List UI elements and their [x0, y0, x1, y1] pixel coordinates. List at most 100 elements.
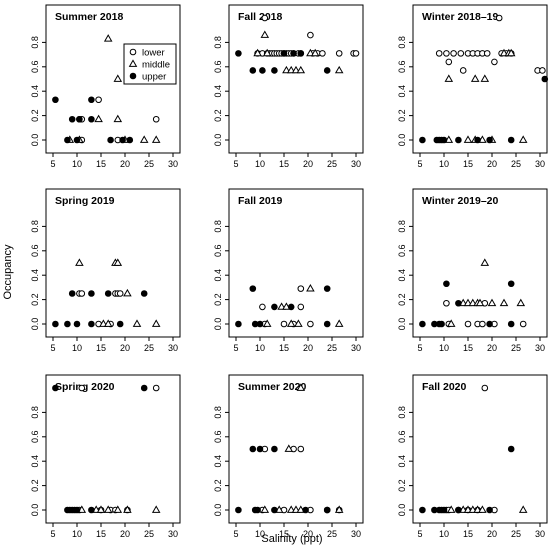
x-tick-label: 10 — [72, 529, 82, 539]
upper-point — [107, 136, 114, 144]
upper-point — [88, 320, 95, 328]
middle-point — [94, 114, 103, 123]
upper-point — [507, 320, 515, 328]
lower-point — [479, 320, 486, 328]
lower-point — [307, 320, 314, 328]
legend-label: middle — [142, 60, 170, 71]
upper-point — [73, 320, 81, 328]
upper-point — [68, 115, 76, 123]
x-tick-label: 10 — [439, 343, 449, 353]
upper-point — [76, 115, 83, 123]
middle-point — [475, 298, 485, 307]
x-tick-label: 5 — [233, 343, 238, 353]
x-tick-label: 30 — [168, 159, 178, 169]
lower-point — [491, 58, 498, 66]
panel-frame — [228, 4, 364, 154]
upper-point — [88, 290, 95, 297]
lower-point — [443, 299, 450, 307]
x-tick-label: 10 — [72, 159, 82, 169]
x-tick-label: 10 — [439, 159, 449, 169]
y-tick-label: 0.2 — [213, 479, 223, 492]
lower-point — [352, 50, 360, 57]
upper-point — [438, 320, 445, 328]
upper-point — [419, 506, 426, 514]
middle-point — [518, 505, 528, 513]
upper-point — [254, 506, 261, 514]
middle-point — [296, 383, 306, 391]
panel-8: Summer 2020 0.0 0.2 0.4 0.6 0.8 5 10 15 20 25 30 — [213, 374, 364, 539]
panel-9: Fall 2020 0.0 0.2 0.4 0.6 0.8 5 10 15 20 25 30 — [397, 374, 548, 539]
upper-point — [323, 67, 331, 74]
lower-point — [450, 50, 457, 57]
upper-point — [52, 96, 59, 104]
upper-point — [249, 67, 257, 74]
panel-title: Spring 2019 — [55, 195, 115, 207]
panel-title: Fall 2019 — [238, 195, 283, 207]
y-tick-label: 0.8 — [213, 406, 223, 419]
upper-point — [474, 136, 481, 144]
lower-point — [152, 384, 160, 392]
upper-point — [104, 290, 112, 297]
middle-point — [487, 298, 497, 307]
middle-point — [103, 319, 113, 327]
y-tick-label: 0.0 — [397, 318, 407, 331]
lower-point — [261, 14, 269, 22]
upper-point — [271, 67, 278, 74]
middle-point — [151, 505, 161, 513]
panel-grid: Summer 2018 0.0 0.2 0.4 0.6 0.8 5 10 15 20 25 30 low… — [30, 4, 549, 539]
x-tick-label: 20 — [120, 529, 130, 539]
x-tick-label: 5 — [50, 343, 55, 353]
lower-point — [297, 303, 305, 311]
upper-point — [249, 285, 257, 292]
panel-2: Fall 2018 0.0 0.2 0.4 0.6 0.8 5 10 15 20 25 30 — [213, 4, 364, 169]
x-tick-label: 5 — [417, 529, 422, 539]
upper-point — [323, 506, 331, 514]
x-tick-label: 30 — [168, 529, 178, 539]
panel-frame — [412, 188, 548, 338]
upper-point — [455, 136, 462, 144]
panel-frame — [45, 374, 181, 524]
lower-point — [280, 320, 288, 328]
panel-frame — [412, 4, 548, 154]
points — [419, 14, 549, 144]
x-tick-label: 20 — [487, 159, 497, 169]
x-tick-label: 25 — [511, 159, 521, 169]
y-tick-label: 0.0 — [30, 318, 40, 331]
x-tick-label: 25 — [144, 529, 154, 539]
middle-point — [516, 298, 526, 307]
middle-point — [334, 505, 344, 513]
upper-point — [126, 136, 134, 144]
x-tick-label: 20 — [487, 343, 497, 353]
middle-point — [139, 135, 149, 143]
lower-point — [539, 67, 546, 74]
y-tick-label: 0.4 — [30, 269, 40, 282]
upper-point — [88, 96, 95, 104]
points — [52, 384, 161, 514]
x-tick-label: 15 — [279, 529, 289, 539]
y-tick-label: 0.8 — [30, 36, 40, 49]
middle-point — [470, 74, 480, 82]
x-tick-label: 10 — [255, 343, 265, 353]
panel-frame — [45, 4, 181, 154]
y-tick-label: 0.0 — [213, 134, 223, 147]
panel-title: Fall 2018 — [238, 11, 283, 23]
lower-point — [297, 445, 305, 453]
lower-point — [457, 50, 465, 57]
legend-middle-marker — [128, 59, 138, 67]
middle-point — [284, 444, 294, 452]
y-tick-label: 0.8 — [397, 406, 407, 419]
y-tick-label: 0.6 — [397, 245, 407, 258]
middle-point — [480, 258, 490, 266]
upper-point — [235, 320, 242, 328]
upper-point — [256, 320, 264, 328]
middle-point — [478, 505, 487, 513]
upper-point — [541, 75, 549, 83]
upper-point — [419, 136, 426, 144]
middle-point — [103, 34, 113, 42]
upper-point — [116, 320, 124, 328]
legend-label: upper — [142, 72, 166, 83]
lower-point — [259, 303, 266, 311]
upper-point — [73, 136, 81, 144]
y-tick-label: 0.4 — [213, 269, 223, 282]
